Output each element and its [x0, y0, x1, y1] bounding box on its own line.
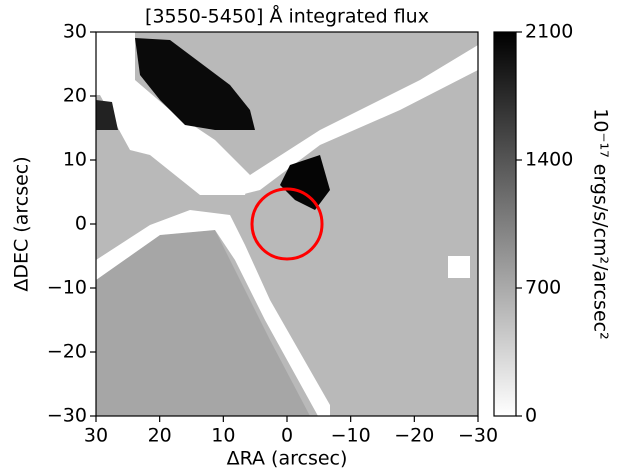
- y-tick-label: 0: [75, 213, 87, 235]
- x-tick-label: −30: [458, 425, 498, 447]
- image-region: [280, 155, 330, 210]
- chart-title: [3550-5450] Å integrated flux: [145, 5, 429, 28]
- colorbar-label: 10⁻¹⁷ ergs/s/cm²/arcsec²: [590, 108, 612, 339]
- image-region: [96, 100, 118, 130]
- x-axis-label: ΔRA (arcsec): [227, 448, 348, 470]
- x-tick-label: −10: [331, 425, 371, 447]
- y-tick-label: 20: [63, 85, 87, 107]
- colorbar-tick-label: 2100: [525, 21, 573, 43]
- y-tick-label: −20: [47, 341, 87, 363]
- y-tick-label: −10: [47, 277, 87, 299]
- colorbar-tick-label: 700: [525, 277, 561, 299]
- y-tick-label: 30: [63, 21, 87, 43]
- image-region: [135, 38, 255, 130]
- flux-image: [96, 32, 478, 416]
- image-region: [240, 45, 478, 195]
- x-tick-label: 30: [84, 425, 108, 447]
- y-tick-label: 10: [63, 149, 87, 171]
- colorbar-tick-label: 0: [525, 405, 537, 427]
- x-tick-label: 0: [281, 425, 293, 447]
- aperture-circle: [250, 187, 324, 261]
- image-region: [448, 256, 470, 278]
- colorbar-tick-label: 1400: [525, 149, 573, 171]
- x-tick-label: 20: [148, 425, 172, 447]
- image-region: [96, 32, 250, 195]
- colorbar: [493, 31, 517, 417]
- x-tick-label: −20: [394, 425, 434, 447]
- image-region: [96, 230, 310, 416]
- x-tick-label: 10: [211, 425, 235, 447]
- y-axis-label: ΔDEC (arcsec): [11, 156, 33, 291]
- y-tick-label: −30: [47, 405, 87, 427]
